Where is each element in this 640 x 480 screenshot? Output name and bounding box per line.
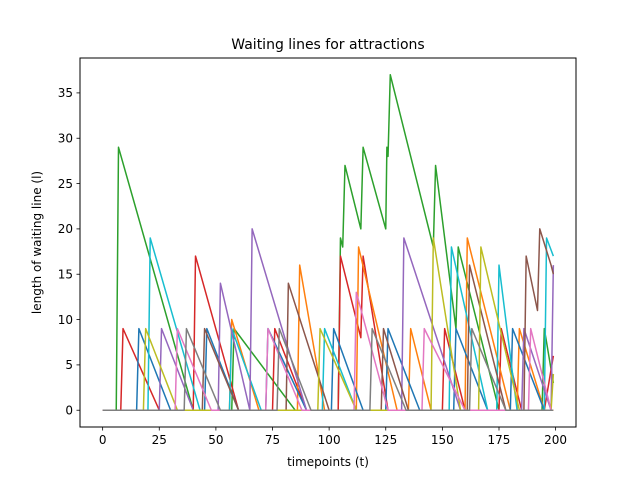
x-tick-label: 0 bbox=[99, 433, 107, 447]
y-tick-label: 10 bbox=[58, 313, 73, 327]
y-axis-label: length of waiting line (l) bbox=[30, 171, 44, 314]
x-tick-label: 25 bbox=[152, 433, 167, 447]
y-tick-label: 5 bbox=[65, 358, 73, 372]
series-line-9 bbox=[102, 291, 552, 411]
x-axis-label: timepoints (t) bbox=[287, 455, 369, 469]
x-tick-label: 75 bbox=[265, 433, 280, 447]
y-tick-label: 15 bbox=[58, 267, 73, 281]
x-axis: 0 25 50 75 100 125 150 175 200 bbox=[99, 427, 567, 447]
x-tick-label: 150 bbox=[431, 433, 454, 447]
chart-title: Waiting lines for attractions bbox=[231, 37, 424, 53]
x-tick-label: 125 bbox=[374, 433, 397, 447]
y-axis: 0 5 10 15 20 25 30 35 bbox=[58, 86, 80, 417]
y-tick-label: 25 bbox=[58, 177, 73, 191]
series-layer bbox=[102, 74, 555, 411]
series-line-10 bbox=[102, 327, 554, 411]
y-tick-label: 0 bbox=[65, 403, 73, 417]
x-tick-label: 100 bbox=[318, 433, 341, 447]
x-tick-label: 175 bbox=[488, 433, 511, 447]
plot-frame bbox=[79, 57, 577, 428]
x-tick-label: 200 bbox=[544, 433, 567, 447]
x-tick-label: 50 bbox=[208, 433, 223, 447]
series-line-6 bbox=[102, 228, 555, 411]
y-tick-label: 35 bbox=[58, 86, 73, 100]
y-tick-label: 30 bbox=[58, 131, 73, 145]
y-tick-label: 20 bbox=[58, 222, 73, 236]
